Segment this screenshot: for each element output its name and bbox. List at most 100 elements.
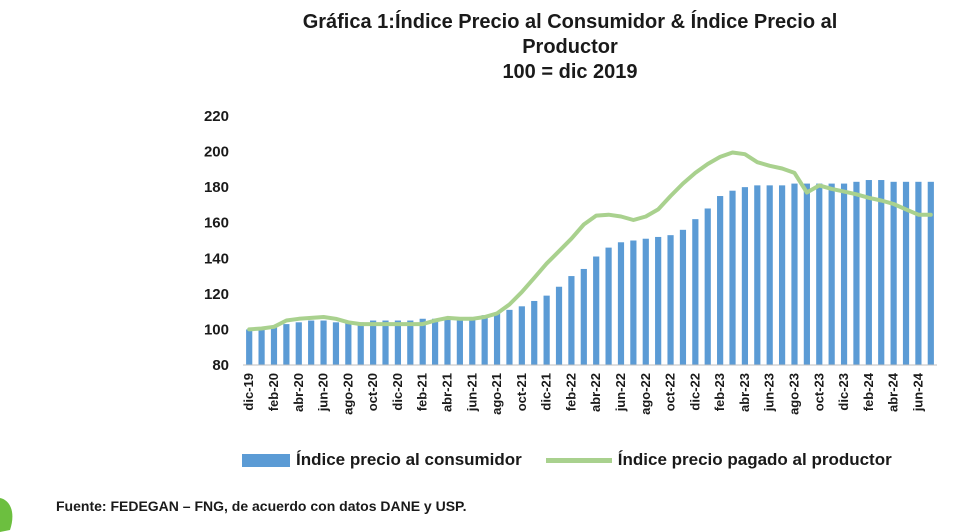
x-tick-label: abr-20 xyxy=(291,373,306,412)
bar xyxy=(370,320,377,365)
bar xyxy=(729,190,736,365)
chart-title: Gráfica 1:Índice Precio al Consumidor & … xyxy=(220,10,920,85)
bar xyxy=(469,316,476,365)
bar xyxy=(320,320,327,365)
bar xyxy=(543,295,550,365)
x-tick-label: feb-20 xyxy=(266,373,281,411)
bar xyxy=(431,318,439,365)
bar xyxy=(568,276,575,365)
bar xyxy=(295,322,302,365)
x-tick-label: feb-23 xyxy=(712,373,727,411)
y-tick-label: 80 xyxy=(212,357,229,374)
bar xyxy=(283,324,290,365)
bar xyxy=(692,219,699,365)
bar xyxy=(704,208,711,365)
bar xyxy=(258,327,265,365)
bar xyxy=(580,268,587,365)
bar xyxy=(531,300,538,365)
bar xyxy=(778,185,786,365)
bar xyxy=(555,286,563,365)
bar xyxy=(407,320,414,365)
bar xyxy=(655,236,662,365)
bar xyxy=(754,185,761,365)
x-tick-label: ago-20 xyxy=(340,373,355,415)
bar xyxy=(345,322,352,365)
bar xyxy=(927,181,934,365)
y-tick-label: 180 xyxy=(204,179,229,196)
x-tick-label: dic-23 xyxy=(836,373,851,411)
x-tick-label: jun-21 xyxy=(464,373,479,412)
legend-swatch-line xyxy=(545,457,612,463)
bar xyxy=(642,238,649,365)
bar xyxy=(518,306,525,365)
bar xyxy=(332,322,340,365)
bar xyxy=(902,181,910,365)
x-tick-label: feb-21 xyxy=(415,373,430,411)
bar xyxy=(667,235,674,365)
x-axis: dic-19 feb-20 abr-20 jun-20 ago-20 oct-20 dic-… xyxy=(241,372,925,415)
y-tick-label: 200 xyxy=(204,144,229,161)
bar xyxy=(394,320,402,365)
x-tick-label: dic-21 xyxy=(539,373,554,411)
bar xyxy=(915,181,922,365)
line-series xyxy=(247,150,933,332)
bar xyxy=(493,313,501,365)
chart-title-line-1: Gráfica 1:Índice Precio al Consumidor & … xyxy=(302,11,838,33)
y-tick-label: 160 xyxy=(204,215,229,232)
bar xyxy=(456,318,463,365)
bar xyxy=(308,320,315,365)
bar xyxy=(828,183,835,365)
bar xyxy=(853,181,860,365)
bar-series xyxy=(246,180,934,365)
chart-title-line-2: Productor xyxy=(522,36,618,58)
leaf-logo-icon xyxy=(0,498,13,532)
legend-label-consumer: Índice precio al consumidor xyxy=(296,450,522,469)
x-tick-label: jun-20 xyxy=(316,373,331,412)
x-tick-label: dic-19 xyxy=(241,373,256,411)
x-tick-label: abr-23 xyxy=(737,373,752,412)
bar xyxy=(506,309,513,365)
bar xyxy=(890,181,897,365)
x-tick-label: ago-21 xyxy=(489,373,504,415)
x-tick-label: dic-22 xyxy=(687,373,702,411)
chart-plot: 80 100 120 140 160 180 200 220 dic-19 feb-20 abr-… xyxy=(204,108,937,415)
bar xyxy=(878,180,885,365)
bar xyxy=(741,187,749,365)
y-tick-label: 120 xyxy=(204,286,229,303)
x-tick-label: oct-23 xyxy=(811,373,826,411)
y-axis: 80 100 120 140 160 180 200 220 xyxy=(204,108,229,374)
x-tick-label: ago-22 xyxy=(638,373,653,415)
bar xyxy=(270,325,278,365)
x-tick-label: jun-22 xyxy=(613,373,628,412)
bar xyxy=(605,247,612,365)
bar xyxy=(617,242,625,365)
bar xyxy=(593,256,600,365)
bar xyxy=(419,318,426,365)
bar xyxy=(840,183,848,365)
x-tick-label: oct-21 xyxy=(514,373,529,411)
bar xyxy=(246,329,253,365)
bar xyxy=(865,180,872,365)
x-tick-label: ago-23 xyxy=(786,373,801,415)
bar xyxy=(766,185,773,365)
bar xyxy=(382,320,389,365)
bar xyxy=(791,183,798,365)
source-note: Fuente: FEDEGAN – FNG, de acuerdo con da… xyxy=(56,498,467,514)
bar xyxy=(481,315,488,365)
x-tick-label: jun-23 xyxy=(762,373,777,412)
x-tick-label: abr-24 xyxy=(886,372,901,412)
y-tick-label: 140 xyxy=(204,250,229,267)
x-tick-label: feb-24 xyxy=(861,372,876,411)
bar xyxy=(816,183,823,365)
bar xyxy=(803,183,810,365)
y-tick-label: 100 xyxy=(204,321,229,338)
bar xyxy=(717,196,724,365)
x-tick-label: dic-20 xyxy=(390,373,405,411)
x-tick-label: abr-21 xyxy=(439,373,454,412)
x-tick-label: feb-22 xyxy=(563,373,578,411)
bar xyxy=(679,229,687,365)
legend: Índice precio al consumidor Índice preci… xyxy=(242,448,892,472)
x-tick-label: oct-20 xyxy=(365,373,380,411)
bar xyxy=(357,322,364,365)
bar xyxy=(630,240,637,365)
